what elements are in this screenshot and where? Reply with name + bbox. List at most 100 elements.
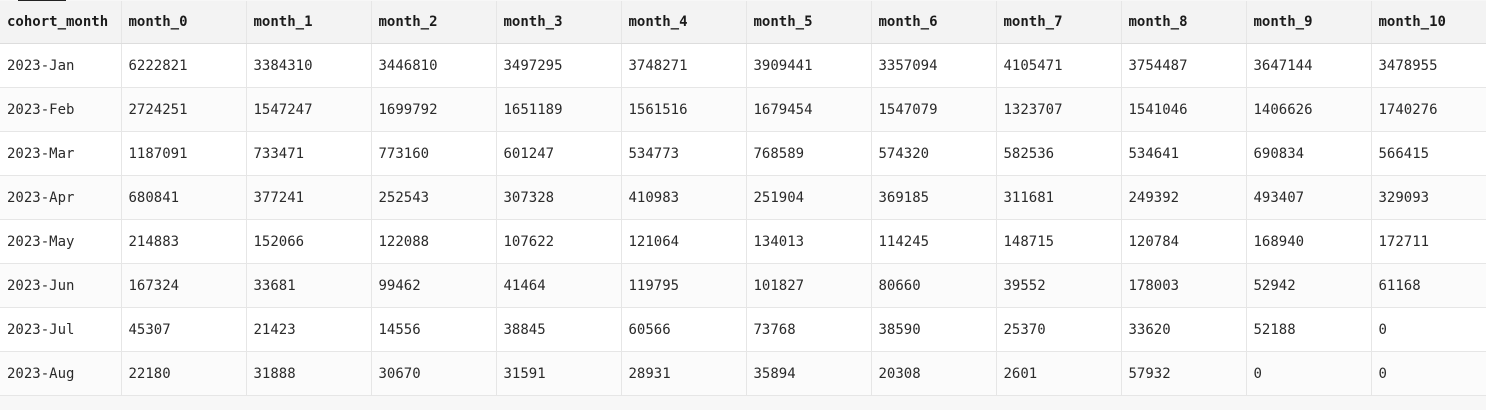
table-cell: 148715 <box>996 219 1122 264</box>
table-cell: 214883 <box>121 219 247 264</box>
table-cell: 60566 <box>621 307 747 352</box>
table-cell: 0 <box>1371 307 1486 352</box>
cohort-month-cell: 2023-May <box>0 219 122 264</box>
table-cell: 121064 <box>621 219 747 264</box>
table-cell: 114245 <box>871 219 997 264</box>
table-cell: 0 <box>1371 351 1486 396</box>
table-cell: 768589 <box>746 131 872 176</box>
table-cell: 311681 <box>996 175 1122 220</box>
column-header-month-9[interactable]: month_9 <box>1246 1 1372 44</box>
table-cell: 1187091 <box>121 131 247 176</box>
table-cell: 4105471 <box>996 43 1122 88</box>
table-cell: 252543 <box>371 175 497 220</box>
cohort-month-cell: 2023-Jan <box>0 43 122 88</box>
table-row: 2023-Aug 22180 31888 30670 31591 28931 35894 20… <box>0 351 1486 396</box>
table-cell: 582536 <box>996 131 1122 176</box>
table-cell: 45307 <box>121 307 247 352</box>
table-cell: 38845 <box>496 307 622 352</box>
table-cell: 3357094 <box>871 43 997 88</box>
table-cell: 493407 <box>1246 175 1372 220</box>
table-cell: 6222821 <box>121 43 247 88</box>
table-cell: 73768 <box>746 307 872 352</box>
column-header-month-0[interactable]: month_0 <box>121 1 247 44</box>
table-cell: 1323707 <box>996 87 1122 132</box>
table-cell: 377241 <box>246 175 372 220</box>
table-cell: 3478955 <box>1371 43 1486 88</box>
table-cell: 534773 <box>621 131 747 176</box>
table-row: 2023-Jan 6222821 3384310 3446810 3497295 3748… <box>0 43 1486 88</box>
table-cell: 410983 <box>621 175 747 220</box>
table-cell: 3748271 <box>621 43 747 88</box>
table-cell: 35894 <box>746 351 872 396</box>
table-header: cohort_month month_0 month_1 month_2 month_3… <box>0 1 1486 44</box>
column-header-month-7[interactable]: month_7 <box>996 1 1122 44</box>
table-row: 2023-Apr 680841 377241 252543 307328 410983 25… <box>0 175 1486 220</box>
table-cell: 57932 <box>1121 351 1247 396</box>
column-header-month-2[interactable]: month_2 <box>371 1 497 44</box>
table-cell: 690834 <box>1246 131 1372 176</box>
table-cell: 733471 <box>246 131 372 176</box>
table-cell: 1679454 <box>746 87 872 132</box>
table-cell: 120784 <box>1121 219 1247 264</box>
table-cell: 41464 <box>496 263 622 308</box>
table-cell: 28931 <box>621 351 747 396</box>
table-cell: 773160 <box>371 131 497 176</box>
table-cell: 61168 <box>1371 263 1486 308</box>
column-header-month-3[interactable]: month_3 <box>496 1 622 44</box>
column-header-month-1[interactable]: month_1 <box>246 1 372 44</box>
table-cell: 3647144 <box>1246 43 1372 88</box>
table-cell: 3446810 <box>371 43 497 88</box>
table-cell: 20308 <box>871 351 997 396</box>
table-cell: 0 <box>1246 351 1372 396</box>
table-cell: 1406626 <box>1246 87 1372 132</box>
table-cell: 3384310 <box>246 43 372 88</box>
table-cell: 329093 <box>1371 175 1486 220</box>
table-cell: 1740276 <box>1371 87 1486 132</box>
table-cell: 107622 <box>496 219 622 264</box>
cohort-month-cell: 2023-Aug <box>0 351 122 396</box>
table-cell: 249392 <box>1121 175 1247 220</box>
table-cell: 39552 <box>996 263 1122 308</box>
table-cell: 167324 <box>121 263 247 308</box>
column-header-month-10[interactable]: month_10 <box>1371 1 1486 44</box>
table-cell: 1561516 <box>621 87 747 132</box>
table-cell: 3754487 <box>1121 43 1247 88</box>
table-cell: 31591 <box>496 351 622 396</box>
table-row: 2023-May 214883 152066 122088 107622 121064 13… <box>0 219 1486 264</box>
column-header-cohort-month[interactable]: cohort_month <box>0 1 122 44</box>
table-cell: 99462 <box>371 263 497 308</box>
column-header-month-8[interactable]: month_8 <box>1121 1 1247 44</box>
table-row: 2023-Mar 1187091 733471 773160 601247 534773 7… <box>0 131 1486 176</box>
table-cell: 33620 <box>1121 307 1247 352</box>
table-cell: 172711 <box>1371 219 1486 264</box>
cohort-month-cell: 2023-Mar <box>0 131 122 176</box>
table-cell: 1651189 <box>496 87 622 132</box>
table-row: 2023-Jul 45307 21423 14556 38845 60566 73768 38… <box>0 307 1486 352</box>
table-cell: 307328 <box>496 175 622 220</box>
table-row: 2023-Jun 167324 33681 99462 41464 119795 10182… <box>0 263 1486 308</box>
cohort-table: cohort_month month_0 month_1 month_2 month_3… <box>0 1 1486 396</box>
table-body: 2023-Jan 6222821 3384310 3446810 3497295 3748… <box>0 43 1486 396</box>
table-cell: 534641 <box>1121 131 1247 176</box>
table-cell: 3497295 <box>496 43 622 88</box>
table-cell: 30670 <box>371 351 497 396</box>
table-cell: 25370 <box>996 307 1122 352</box>
table-cell: 1547247 <box>246 87 372 132</box>
table-cell: 251904 <box>746 175 872 220</box>
table-cell: 1699792 <box>371 87 497 132</box>
column-header-month-5[interactable]: month_5 <box>746 1 872 44</box>
table-cell: 52942 <box>1246 263 1372 308</box>
table-cell: 21423 <box>246 307 372 352</box>
table-cell: 38590 <box>871 307 997 352</box>
cohort-month-cell: 2023-Feb <box>0 87 122 132</box>
table-cell: 134013 <box>746 219 872 264</box>
table-cell: 52188 <box>1246 307 1372 352</box>
column-header-month-4[interactable]: month_4 <box>621 1 747 44</box>
table-cell: 601247 <box>496 131 622 176</box>
table-cell: 680841 <box>121 175 247 220</box>
column-header-month-6[interactable]: month_6 <box>871 1 997 44</box>
table-cell: 574320 <box>871 131 997 176</box>
table-cell: 152066 <box>246 219 372 264</box>
table-cell: 22180 <box>121 351 247 396</box>
table-cell: 1547079 <box>871 87 997 132</box>
